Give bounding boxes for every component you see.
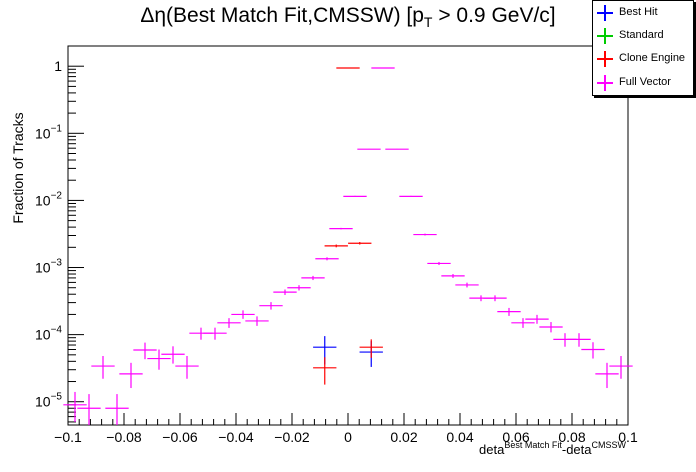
legend-label-clone-engine: Clone Engine xyxy=(619,52,686,64)
legend-marker-clone-engine xyxy=(597,51,613,67)
data-point xyxy=(217,318,241,328)
y-tick-label: 10−3 xyxy=(35,258,62,276)
data-point xyxy=(525,314,549,324)
data-point xyxy=(343,195,367,197)
title-subscript: T xyxy=(423,14,433,31)
data-point xyxy=(359,339,383,358)
data-point xyxy=(63,391,87,422)
x-tick-label: −0.08 xyxy=(106,429,142,445)
legend-marker-full-vector xyxy=(597,75,613,91)
data-point xyxy=(203,327,227,340)
data-point xyxy=(511,318,535,328)
plot-frame xyxy=(67,45,629,426)
data-point xyxy=(371,67,395,69)
data-point xyxy=(399,195,423,197)
y-tick-label: 10−2 xyxy=(35,190,62,208)
data-point xyxy=(329,227,353,230)
x-axis-label-sup2: CMSSW xyxy=(591,440,627,450)
y-axis-label-text: Fraction of Tracks xyxy=(10,112,26,224)
data-point xyxy=(301,275,325,281)
x-tick-label: −0.1 xyxy=(54,429,82,445)
data-point xyxy=(133,342,157,360)
data-point xyxy=(231,310,255,319)
data-point xyxy=(161,346,185,364)
data-point xyxy=(357,148,381,150)
data-point xyxy=(581,342,605,359)
y-tick-label: 10−5 xyxy=(35,392,62,410)
data-point xyxy=(385,148,409,150)
y-tick-label: 10−1 xyxy=(35,123,62,141)
legend-item-best-hit: Best Hit xyxy=(593,3,693,23)
data-point xyxy=(313,357,337,385)
data-point xyxy=(77,394,101,425)
data-point xyxy=(595,362,619,389)
data-point xyxy=(91,356,115,379)
x-axis-label: detaBest Match Fit-detaCMSSW xyxy=(479,440,626,457)
x-tick-label: 0 xyxy=(344,429,352,445)
legend-marker-best-hit xyxy=(597,5,613,21)
x-tick-label: 0.06 xyxy=(502,429,529,445)
data-point xyxy=(348,242,372,245)
x-axis-label-sup1: Best Match Fit xyxy=(504,440,562,450)
legend-item-clone-engine: Clone Engine xyxy=(593,49,693,69)
legend-item-full-vector: Full Vector xyxy=(593,73,693,93)
data-point xyxy=(324,244,348,248)
title-suffix: > 0.9 GeV/c] xyxy=(432,4,556,27)
chart-title: Δη(Best Match Fit,CMSSW) [pT > 0.9 GeV/c… xyxy=(0,4,696,30)
data-point xyxy=(315,257,339,261)
data-point xyxy=(497,307,521,316)
x-axis-label-main: deta xyxy=(479,442,505,457)
legend-label-standard: Standard xyxy=(619,29,664,41)
x-tick-label: 0.1 xyxy=(618,429,638,445)
y-tick-label: 1 xyxy=(54,58,62,74)
data-marks xyxy=(63,67,633,425)
data-point xyxy=(441,274,465,278)
data-point xyxy=(147,349,171,370)
data-point xyxy=(609,356,633,379)
data-point xyxy=(553,333,577,347)
x-tick-label: 0.04 xyxy=(446,429,473,445)
data-point xyxy=(455,282,479,288)
data-point xyxy=(567,333,591,347)
data-point xyxy=(336,67,360,69)
axes-frame xyxy=(67,45,629,426)
data-point xyxy=(105,394,129,425)
data-point xyxy=(413,233,437,236)
data-point xyxy=(119,362,143,389)
legend-marker-standard xyxy=(597,28,613,44)
x-tick-label: −0.04 xyxy=(218,429,254,445)
y-tick-label: 10−4 xyxy=(35,325,62,343)
data-point xyxy=(245,316,269,326)
axis-ticks: −0.1 −0.08 −0.06 −0.04 −0.02 0 0.02 0.04 0.06 0.0… xyxy=(35,45,638,445)
x-tick-label: −0.02 xyxy=(274,429,310,445)
x-tick-label: 0.02 xyxy=(390,429,417,445)
x-tick-label: −0.06 xyxy=(162,429,198,445)
data-point xyxy=(483,295,507,302)
data-point xyxy=(539,322,563,333)
legend: Best Hit Standard Clone Engine Full Vect… xyxy=(592,0,694,96)
x-tick-label: 0.08 xyxy=(558,429,585,445)
legend-item-standard: Standard xyxy=(593,26,693,46)
data-point xyxy=(259,302,283,310)
legend-label-full-vector: Full Vector xyxy=(619,76,671,88)
data-point xyxy=(427,261,451,266)
data-point xyxy=(175,356,199,379)
data-point xyxy=(273,289,297,295)
data-point xyxy=(287,285,311,291)
legend-label-best-hit: Best Hit xyxy=(619,6,658,18)
title-prefix: Δη(Best Match Fit,CMSSW) [p xyxy=(140,4,424,27)
x-axis-label-mid: -deta xyxy=(561,442,592,457)
